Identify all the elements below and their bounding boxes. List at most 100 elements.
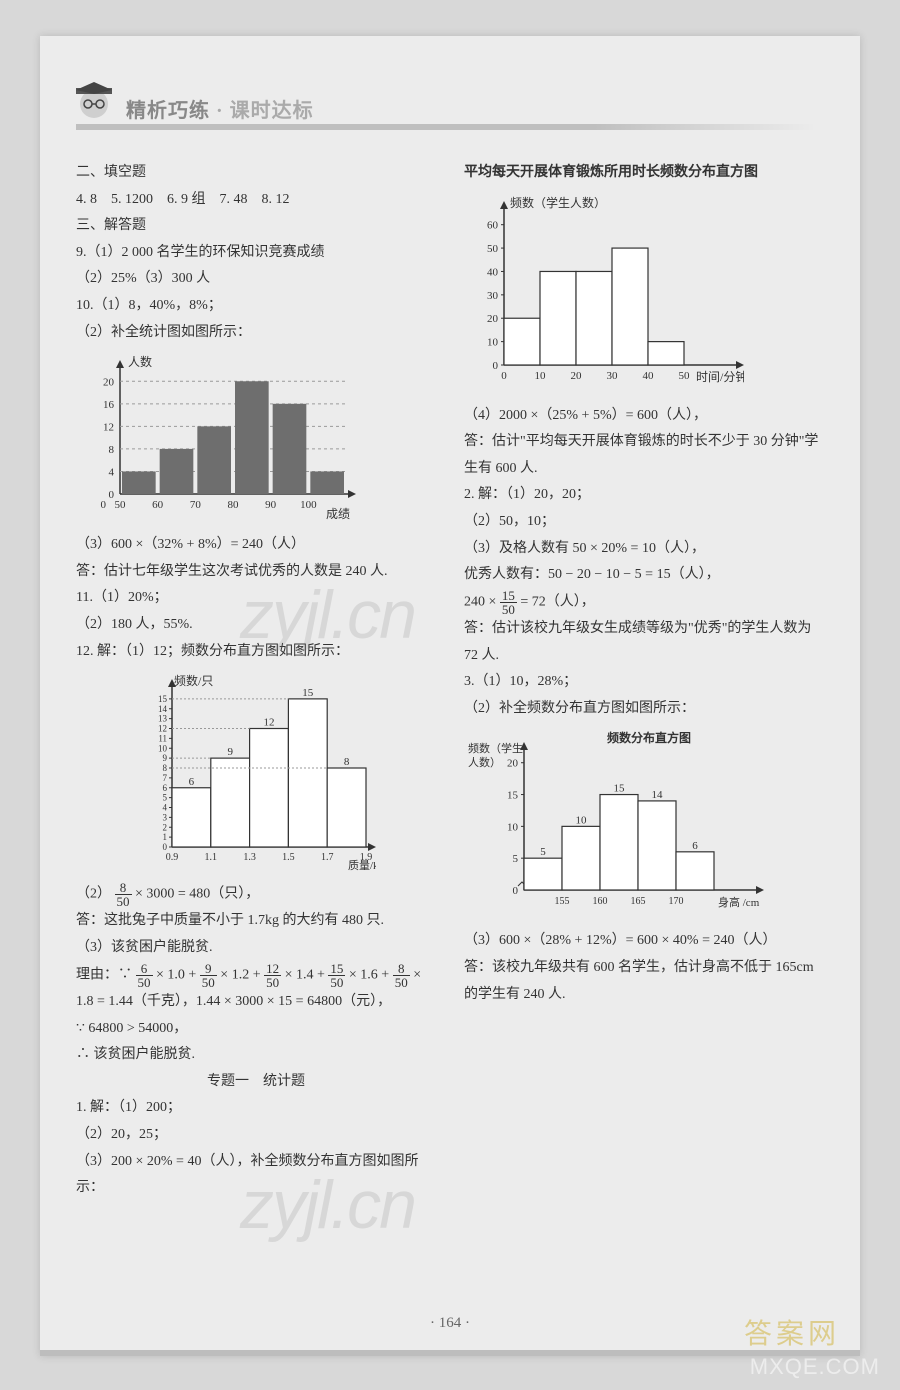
columns: 二、填空题 4. 8 5. 1200 6. 9 组 7. 48 8. 12 三、… (76, 160, 824, 1202)
svg-text:40: 40 (643, 370, 655, 382)
bottom-stripe (40, 1350, 860, 1356)
svg-text:155: 155 (555, 896, 570, 907)
svg-text:14: 14 (652, 789, 664, 801)
r2-5: 240 × 1550 = 72（人）， (464, 589, 824, 616)
r3-1: 3.（1）10，28%； (464, 669, 824, 696)
svg-text:15: 15 (507, 790, 519, 802)
svg-text:2: 2 (163, 822, 168, 832)
r2-ans: 答：估计该校九年级女生成绩等级为"优秀"的学生人数为 72 人. (464, 616, 824, 669)
svg-text:20: 20 (507, 758, 519, 770)
left-column: 二、填空题 4. 8 5. 1200 6. 9 组 7. 48 8. 12 三、… (76, 160, 436, 1202)
svg-text:质量/kg: 质量/kg (348, 859, 376, 871)
reason-m1: × 1.0 + (156, 967, 200, 982)
section-2-heading: 二、填空题 (76, 160, 436, 187)
chart-a-svg: 人数0481216205060708090100成绩（分）0 (76, 352, 356, 522)
reason-m5: × (413, 967, 421, 982)
t1-2: （2）20，25； (76, 1122, 436, 1149)
svg-text:5: 5 (513, 854, 519, 866)
section-3-heading: 三、解答题 (76, 213, 436, 240)
q10-3: （3）600 ×（32% + 8%）= 240（人） (76, 532, 436, 559)
svg-text:10: 10 (507, 822, 519, 834)
svg-text:6: 6 (692, 840, 698, 852)
svg-text:8: 8 (109, 444, 115, 456)
q10-2: （2）补全统计图如图所示： (76, 320, 436, 347)
page: 精析巧练 · 课时达标 二、填空题 4. 8 5. 1200 6. 9 组 7.… (40, 36, 860, 1356)
q11-1: 11.（1）20%； (76, 585, 436, 612)
svg-text:6: 6 (189, 776, 195, 788)
svg-text:4: 4 (109, 467, 115, 479)
page-title: 精析巧练 · 课时达标 (126, 94, 314, 123)
r2-5-pre: 240 × (464, 594, 500, 609)
q12-1: 12. 解：（1）12；频数分布直方图如图所示： (76, 639, 436, 666)
svg-text:10: 10 (487, 336, 499, 348)
r2-1: 2. 解：（1）20，20； (464, 482, 824, 509)
q12-line4: ∴ 该贫困户能脱贫. (76, 1042, 436, 1069)
svg-text:100: 100 (300, 499, 317, 511)
r3-3: （3）600 ×（28% + 12%）= 600 × 40% = 240（人） (464, 928, 824, 955)
r2-3: （3）及格人数有 50 × 20% = 10（人）， (464, 536, 824, 563)
svg-text:0: 0 (163, 842, 168, 852)
header: 精析巧练 · 课时达标 (76, 86, 824, 138)
frac-8-50: 850 (115, 881, 132, 908)
svg-text:13: 13 (158, 714, 168, 724)
svg-text:15: 15 (614, 783, 626, 795)
svg-text:1.5: 1.5 (282, 852, 295, 863)
svg-text:1.1: 1.1 (205, 852, 218, 863)
r3-ans: 答：该校九年级共有 600 名学生，估计身高不低于 165cm 的学生有 240… (464, 955, 824, 1008)
r2-5-post: = 72（人）， (520, 594, 594, 609)
right-column: 平均每天开展体育锻炼所用时长频数分布直方图 频数（学生人数） 0 10 20 30 40 5… (464, 160, 824, 1202)
reason-pre: 理由：∵ (76, 967, 136, 982)
chart-c-svg: 频数（学生人数）010203040506001020304050时间/分钟 (464, 193, 744, 393)
page-number: · 164 · (40, 1315, 860, 1332)
q11-2: （2）180 人，55%. (76, 612, 436, 639)
svg-text:频数分布直方图: 频数分布直方图 (607, 730, 691, 745)
frac-9-50: 950 (200, 962, 217, 989)
svg-text:80: 80 (228, 499, 240, 511)
svg-text:50: 50 (487, 243, 499, 255)
chart-c: 频数（学生人数）010203040506001020304050时间/分钟 (464, 193, 824, 393)
chart-c-title: 平均每天开展体育锻炼所用时长频数分布直方图 (464, 160, 824, 187)
svg-text:12: 12 (264, 717, 275, 729)
reason-m3: × 1.4 + (285, 967, 329, 982)
svg-text:5: 5 (540, 847, 546, 859)
svg-text:60: 60 (487, 219, 499, 231)
svg-text:30: 30 (607, 370, 619, 382)
svg-text:人数）: 人数） (468, 756, 501, 769)
frac-15-50-r: 1550 (500, 589, 517, 616)
bottom-watermark-2: 答案网 (744, 1312, 840, 1352)
svg-text:160: 160 (593, 896, 608, 907)
svg-text:成绩（分）: 成绩（分） (326, 507, 356, 521)
svg-text:频数（学生人数）: 频数（学生人数） (510, 195, 606, 210)
reason-m4: × 1.6 + (349, 967, 393, 982)
svg-text:10: 10 (535, 370, 547, 382)
r3-2: （2）补全频数分布直方图如图所示： (464, 696, 824, 723)
chart-b: 频数/只012345678910111213141569121580.91.11… (76, 671, 436, 871)
svg-text:170: 170 (669, 896, 684, 907)
svg-text:20: 20 (571, 370, 583, 382)
svg-text:0: 0 (513, 885, 519, 897)
svg-text:10: 10 (158, 743, 168, 753)
svg-text:0: 0 (101, 499, 107, 511)
svg-text:16: 16 (103, 399, 115, 411)
svg-text:8: 8 (163, 763, 168, 773)
frac-15-50: 1550 (328, 962, 345, 989)
chart-a: 人数0481216205060708090100成绩（分）0 (76, 352, 436, 522)
svg-text:12: 12 (158, 724, 167, 734)
svg-text:50: 50 (115, 499, 127, 511)
svg-text:0: 0 (493, 360, 499, 372)
svg-text:40: 40 (487, 266, 499, 278)
r1ans: 答：估计"平均每天开展体育锻炼的时长不少于 30 分钟"学生有 600 人. (464, 429, 824, 482)
svg-text:6: 6 (163, 783, 168, 793)
title-main: 精析巧练 (126, 100, 210, 122)
title-sub: 课时达标 (230, 100, 314, 122)
chart-d: 频数分布直方图频数（学生人数）5101520051015146155160165… (464, 728, 824, 918)
svg-text:20: 20 (487, 313, 499, 325)
q10-1: 10.（1）8，40%，8%； (76, 293, 436, 320)
topic-title: 专题一 统计题 (76, 1069, 436, 1096)
q12-2-pre: （2） (76, 887, 111, 902)
q12-line3: ∵ 64800 > 54000， (76, 1016, 436, 1043)
frac-6-50: 650 (136, 962, 153, 989)
q12-2ans: 答：这批兔子中质量不小于 1.7kg 的大约有 480 只. (76, 908, 436, 935)
svg-text:1.3: 1.3 (243, 852, 256, 863)
frac-8b-50: 850 (393, 962, 410, 989)
